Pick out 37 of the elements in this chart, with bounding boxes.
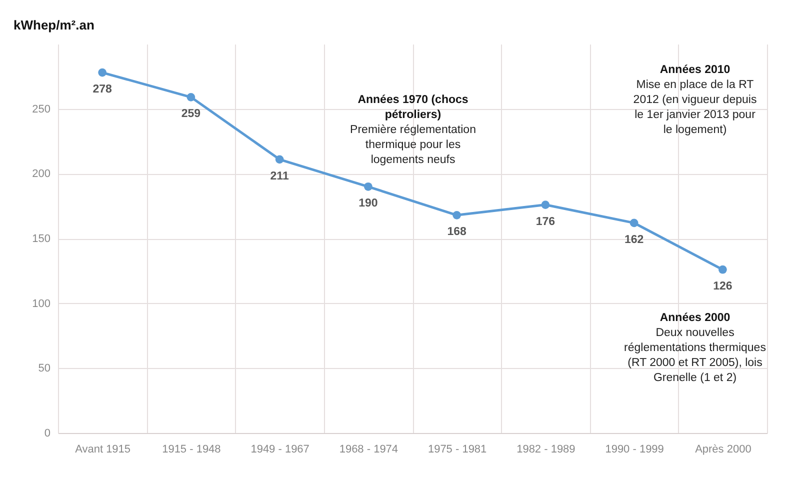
point bbox=[275, 155, 284, 164]
annotation: Années 2000 bbox=[660, 312, 730, 324]
x-tick-label: 1975 - 1981 bbox=[428, 444, 487, 456]
y-tick-label: 250 bbox=[32, 103, 50, 116]
data-label: 259 bbox=[181, 108, 201, 120]
y-tick-label: 100 bbox=[32, 298, 50, 310]
point bbox=[452, 210, 461, 220]
point bbox=[541, 200, 550, 209]
y-tick-label: 200 bbox=[32, 168, 50, 180]
x-tick-label: Avant 1915 bbox=[75, 444, 131, 456]
data-label: 278 bbox=[92, 84, 113, 96]
x-tick-label: 1990 - 1999 bbox=[605, 444, 664, 456]
point bbox=[718, 265, 727, 274]
data-label: 168 bbox=[447, 226, 468, 238]
x-tick-label: 1949 - 1967 bbox=[250, 444, 310, 456]
data-label: 126 bbox=[713, 280, 732, 293]
point bbox=[98, 68, 106, 77]
x-tick-label: 1982 - 1989 bbox=[516, 444, 576, 456]
annotation: Années 2010 bbox=[660, 64, 730, 76]
annotation: Années 1970 (chocs pétroliers) bbox=[358, 94, 468, 121]
point bbox=[186, 92, 196, 102]
data-label: 176 bbox=[536, 216, 556, 228]
y-axis-title: kWhep/m².an bbox=[14, 18, 94, 32]
point bbox=[364, 182, 372, 191]
x-tick-label: 1915 - 1948 bbox=[162, 444, 221, 456]
point bbox=[630, 218, 638, 228]
data-label: 190 bbox=[358, 198, 378, 210]
x-tick-label: 1968 - 1974 bbox=[339, 444, 398, 456]
annotation: Deux nouvelles réglementations thermiques (RT 2000 et RT 2005), lois Grenelle (1 et 2) bbox=[624, 327, 766, 384]
annotation: Mise en place de la RT 2012 (en vigueur depuis le 1er janvier 2013 pour le logement) bbox=[633, 79, 757, 136]
y-tick-label: 150 bbox=[32, 233, 50, 245]
y-tick-label: 0 bbox=[44, 428, 50, 440]
data-label: 162 bbox=[624, 234, 644, 246]
data-label: 211 bbox=[270, 170, 290, 182]
x-tick-label: Après 2000 bbox=[695, 444, 752, 456]
annotation: Première réglementation thermique pour les logements neufs bbox=[350, 124, 476, 166]
y-tick-label: 50 bbox=[38, 362, 50, 375]
